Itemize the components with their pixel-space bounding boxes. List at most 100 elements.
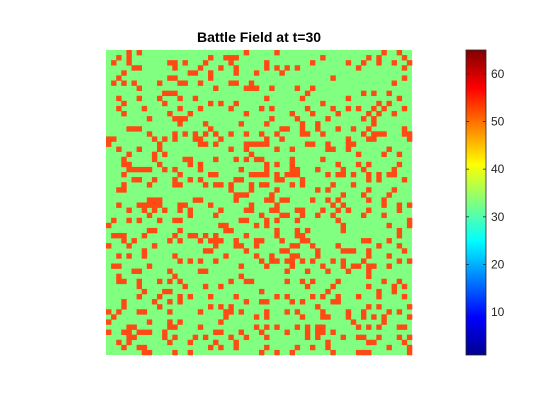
heatmap-cell — [274, 325, 279, 330]
heatmap-cell — [300, 177, 305, 182]
heatmap-cell — [387, 172, 392, 177]
heatmap-cell — [167, 340, 172, 345]
heatmap-cell — [381, 131, 386, 136]
heatmap-cell — [376, 172, 381, 177]
heatmap-cell — [126, 162, 131, 167]
heatmap-cell — [315, 248, 320, 253]
heatmap-cell — [126, 330, 131, 335]
heatmap-cell — [336, 162, 341, 167]
heatmap-cell — [147, 197, 152, 202]
heatmap-cell — [376, 325, 381, 330]
heatmap-cell — [228, 55, 233, 60]
heatmap-cell — [116, 309, 121, 314]
heatmap-cell — [325, 269, 330, 274]
heatmap-cell — [234, 243, 239, 248]
heatmap-cell — [188, 70, 193, 75]
heatmap-cell — [167, 319, 172, 324]
heatmap-cell — [147, 350, 152, 355]
heatmap-cell — [264, 325, 269, 330]
heatmap-cell — [315, 213, 320, 218]
heatmap-cell — [142, 253, 147, 258]
heatmap-cell — [121, 299, 126, 304]
heatmap-cell — [198, 269, 203, 274]
heatmap-cell — [137, 309, 142, 314]
heatmap-cell — [239, 264, 244, 269]
heatmap-cell — [244, 142, 249, 147]
heatmap-cell — [162, 91, 167, 96]
heatmap-cell — [300, 213, 305, 218]
heatmap-cell — [295, 253, 300, 258]
heatmap-cell — [234, 197, 239, 202]
heatmap-cell — [310, 279, 315, 284]
heatmap-cell — [290, 299, 295, 304]
heatmap-cell — [208, 238, 213, 243]
heatmap-cell — [407, 350, 412, 355]
heatmap-cell — [305, 106, 310, 111]
heatmap-cell — [387, 309, 392, 314]
heatmap-cell — [142, 208, 147, 213]
heatmap-cell — [290, 253, 295, 258]
heatmap-cell — [376, 111, 381, 116]
heatmap-cell — [249, 279, 254, 284]
heatmap-cell — [203, 182, 208, 187]
heatmap-cell — [315, 325, 320, 330]
heatmap-cell — [274, 228, 279, 233]
heatmap-cell — [157, 304, 162, 309]
heatmap-cell — [361, 350, 366, 355]
heatmap-cell — [371, 340, 376, 345]
heatmap-cell — [234, 70, 239, 75]
heatmap-cell — [152, 243, 157, 248]
heatmap-cell — [218, 330, 223, 335]
heatmap-cell — [126, 50, 131, 55]
heatmap-cell — [208, 203, 213, 208]
heatmap-cell — [228, 106, 233, 111]
heatmap-cell — [376, 304, 381, 309]
heatmap-cell — [376, 55, 381, 60]
heatmap-cell — [147, 213, 152, 218]
heatmap-cell — [188, 340, 193, 345]
heatmap-cell — [111, 233, 116, 238]
heatmap-cell — [285, 294, 290, 299]
heatmap-cell — [254, 314, 259, 319]
heatmap-cell — [244, 248, 249, 253]
heatmap-cell — [172, 60, 177, 65]
heatmap-cell — [234, 340, 239, 345]
heatmap-cell — [193, 70, 198, 75]
heatmap-cell — [239, 243, 244, 248]
heatmap-cell — [121, 182, 126, 187]
heatmap-cell — [162, 330, 167, 335]
heatmap-cell — [228, 335, 233, 340]
heatmap-cell — [407, 304, 412, 309]
heatmap-cell — [234, 55, 239, 60]
heatmap-cell — [152, 228, 157, 233]
heatmap-cell — [228, 147, 233, 152]
heatmap-cell — [249, 182, 254, 187]
heatmap-cell — [279, 126, 284, 131]
heatmap-cell — [264, 264, 269, 269]
heatmap-cell — [325, 345, 330, 350]
heatmap-cell — [392, 60, 397, 65]
heatmap-cell — [208, 304, 213, 309]
heatmap-cell — [111, 60, 116, 65]
heatmap-cell — [167, 289, 172, 294]
heatmap-cell — [244, 50, 249, 55]
heatmap-cell — [366, 162, 371, 167]
heatmap-cell — [116, 340, 121, 345]
heatmap-cell — [366, 126, 371, 131]
heatmap-cell — [172, 218, 177, 223]
heatmap-cell — [264, 60, 269, 65]
heatmap-cell — [310, 197, 315, 202]
heatmap-cell — [172, 335, 177, 340]
heatmap-cell — [402, 75, 407, 80]
heatmap-cell — [116, 75, 121, 80]
heatmap-cell — [121, 101, 126, 106]
heatmap-cell — [198, 106, 203, 111]
heatmap-cell — [376, 60, 381, 65]
heatmap — [106, 50, 412, 355]
heatmap-cell — [183, 60, 188, 65]
heatmap-cell — [228, 131, 233, 136]
heatmap-cell — [239, 330, 244, 335]
heatmap-cell — [162, 152, 167, 157]
heatmap-cell — [218, 65, 223, 70]
heatmap-cell — [330, 350, 335, 355]
